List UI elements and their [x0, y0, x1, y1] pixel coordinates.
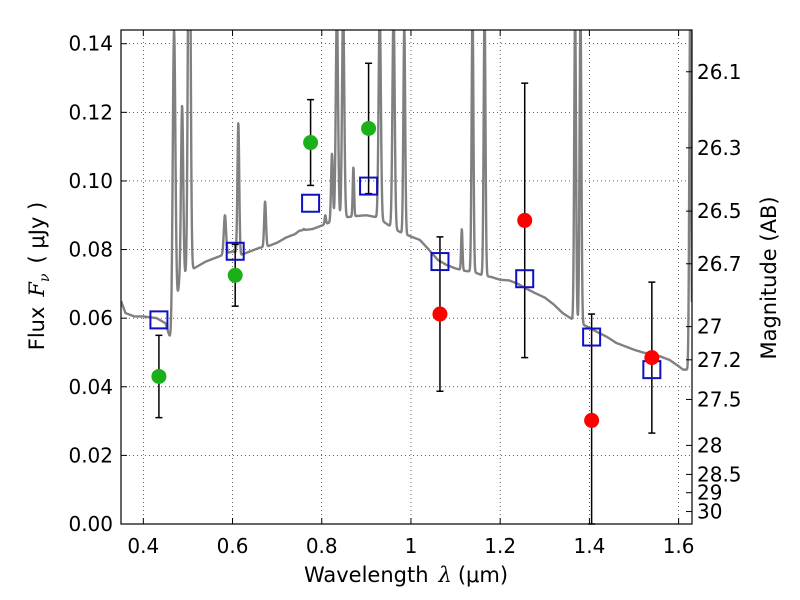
model-square-1	[225, 241, 245, 261]
y-axis-label-subscript: ν	[37, 273, 53, 282]
right-tick-label-8: 28.5	[697, 462, 742, 486]
right-tick-label-10: 30	[697, 500, 722, 524]
right-tick-label-4: 27	[697, 315, 722, 339]
nondetection-point-0	[432, 306, 448, 322]
right-tick-label-5: 27.2	[697, 348, 742, 372]
y-axis-label-text: Flux	[25, 307, 49, 351]
x-tick-label-2: 0.8	[306, 534, 338, 558]
right-tick-label-1: 26.3	[697, 136, 742, 160]
y-axis-label-symbol: F	[25, 281, 49, 298]
detection-point-2	[303, 135, 319, 151]
y-tick-label-1: 0.02	[68, 443, 113, 467]
y-tick-label-2: 0.04	[68, 375, 113, 399]
nondetection-point-3	[644, 350, 660, 366]
y-axis-label-unit: ( μJy )	[25, 202, 49, 264]
right-tick-label-0: 26.1	[697, 60, 742, 84]
model-square-3	[359, 176, 379, 196]
model-square-2	[301, 193, 321, 213]
axis-labels-layer: Wavelength λ (μm) Flux Fν ( μJy ) Magnitude …	[25, 196, 781, 587]
right-tick-label-9: 29	[697, 481, 722, 505]
y-tick-label-4: 0.08	[68, 238, 113, 262]
model-square-0	[149, 310, 169, 330]
right-tick-label-2: 26.5	[697, 199, 742, 223]
data-points-layer	[149, 120, 662, 428]
x-tick-label-5: 1.4	[573, 534, 605, 558]
y-tick-label-0: 0.00	[68, 512, 113, 536]
nondetection-point-1	[517, 212, 533, 228]
detection-point-1	[227, 267, 243, 283]
x-axis-label-text: Wavelength	[304, 563, 429, 587]
model-square-5	[515, 269, 535, 289]
x-tick-label-3: 1	[405, 534, 418, 558]
x-axis-label: Wavelength λ (μm)	[304, 563, 508, 587]
plot-frame	[120, 29, 693, 525]
sed-curve-layer	[121, 30, 692, 371]
sed-model-curve	[121, 30, 692, 371]
y-tick-label-7: 0.14	[68, 32, 113, 56]
detection-point-0	[151, 368, 167, 384]
y-tick-label-6: 0.12	[68, 100, 113, 124]
x-tick-label-0: 0.4	[127, 534, 159, 558]
x-tick-label-1: 0.6	[217, 534, 249, 558]
model-square-6	[582, 327, 602, 347]
x-tick-label-4: 1.2	[484, 534, 516, 558]
y-tick-label-5: 0.10	[68, 169, 113, 193]
right-tick-label-6: 27.5	[697, 387, 742, 411]
nondetection-point-2	[584, 412, 600, 428]
right-tick-label-3: 26.7	[697, 252, 742, 276]
detection-point-3	[361, 120, 377, 136]
x-tick-label-6: 1.6	[663, 534, 695, 558]
y-tick-label-3: 0.06	[68, 306, 113, 330]
axes-layer: 0.4 0.6 0.8 1 1.2 1.4 1.6 0.00 0.02 0.04 0.06 0.08 0…	[68, 29, 742, 558]
right-axis-label: Magnitude (AB)	[757, 196, 781, 359]
x-axis-label-symbol: λ	[438, 563, 452, 587]
x-axis-label-unit: (μm)	[458, 563, 508, 587]
right-tick-label-7: 28	[697, 433, 722, 457]
model-square-4	[430, 252, 450, 272]
y-axis-label: Flux Fν ( μJy )	[25, 202, 53, 350]
